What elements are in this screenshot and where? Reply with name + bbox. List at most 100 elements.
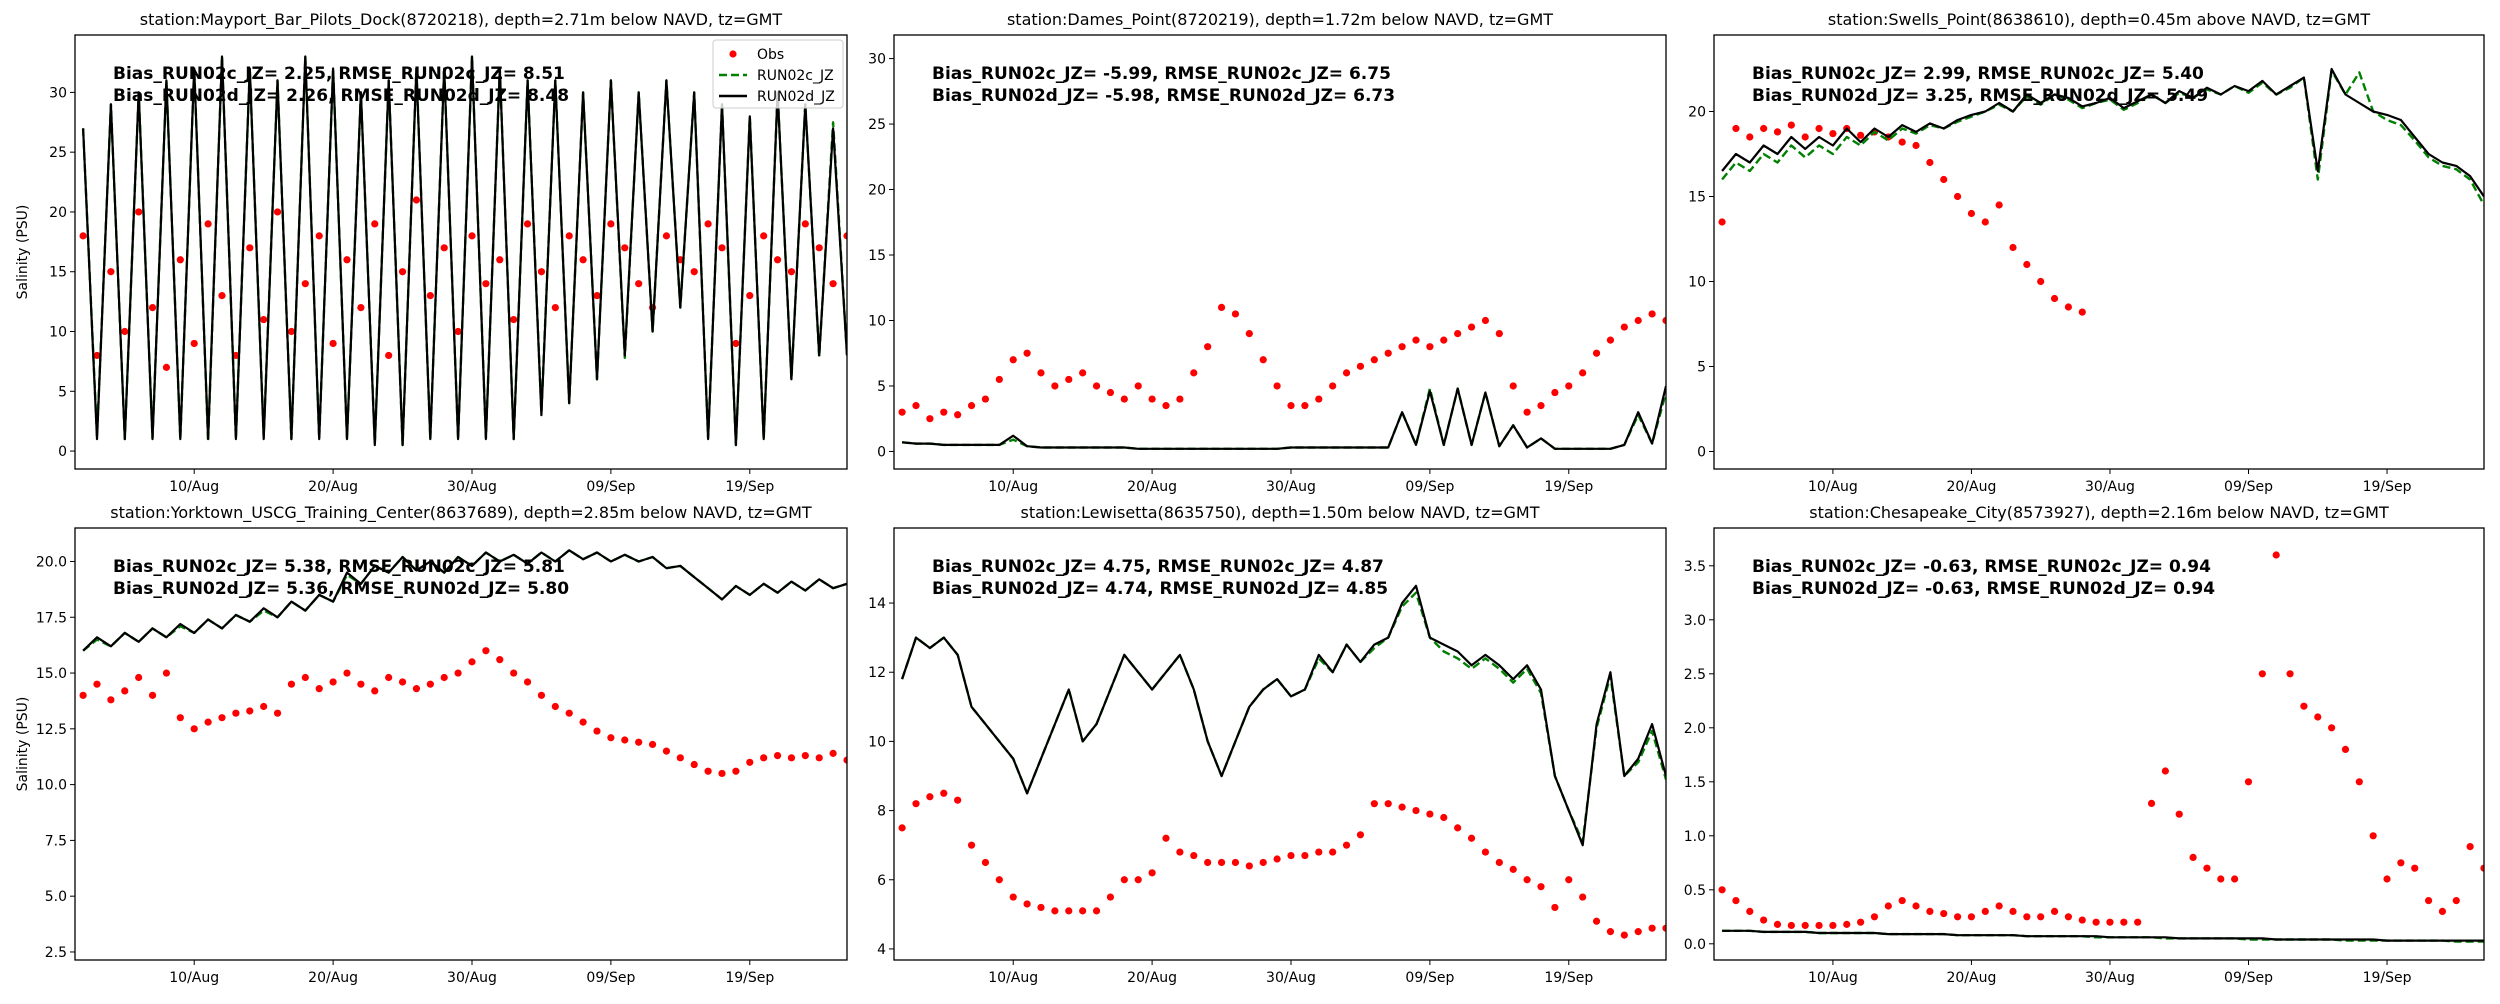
y-tick-label: 4 <box>877 942 886 958</box>
obs-point <box>1384 800 1392 808</box>
run02d-line <box>901 385 1666 450</box>
obs-point <box>1953 192 1962 201</box>
obs-point <box>1926 907 1934 916</box>
obs-point <box>246 707 254 715</box>
run02d-line <box>82 55 847 447</box>
obs-point <box>135 673 143 682</box>
obs-point <box>1981 218 1989 226</box>
obs-point <box>2466 843 2474 851</box>
y-tick-label: 0 <box>58 444 67 460</box>
obs-point <box>1746 907 1754 916</box>
obs-point <box>2023 913 2031 921</box>
stats-annotation: Bias_RUN02d_JZ= 5.36, RMSE_RUN02d_JZ= 5.… <box>113 579 569 599</box>
stats-annotation: Bias_RUN02c_JZ= -5.99, RMSE_RUN02c_JZ= 6… <box>932 64 1391 84</box>
obs-point <box>1815 921 1823 930</box>
y-tick-label: 1.5 <box>1684 775 1706 791</box>
obs-point <box>1523 876 1531 884</box>
legend-label-run02d: RUN02d_JZ <box>757 89 835 105</box>
y-tick-label: 15.0 <box>36 666 67 682</box>
obs-point <box>385 351 393 360</box>
y-tick-label: 3.0 <box>1684 613 1706 629</box>
obs-point <box>1843 920 1851 928</box>
obs-point <box>218 714 226 722</box>
obs-point <box>1648 310 1656 318</box>
obs-point <box>1551 903 1559 912</box>
y-tick-label: 10 <box>1688 274 1706 290</box>
obs-point <box>398 268 407 276</box>
obs-point <box>1162 402 1170 410</box>
obs-point <box>357 680 365 688</box>
obs-point <box>1176 395 1184 403</box>
obs-point <box>135 208 143 216</box>
obs-point <box>898 824 906 832</box>
obs-point <box>1787 921 1795 930</box>
obs-point <box>579 718 587 726</box>
y-tick-label: 30 <box>49 85 67 101</box>
obs-point <box>2452 897 2460 905</box>
y-tick-label: 20 <box>868 183 886 199</box>
y-tick-label: 20.0 <box>36 554 67 570</box>
plot-area <box>898 584 1666 939</box>
obs-point <box>412 685 421 693</box>
obs-point <box>787 754 796 762</box>
obs-point <box>1718 218 1726 226</box>
run02d-line <box>1722 929 2484 942</box>
obs-point <box>954 411 962 419</box>
obs-point <box>815 244 823 252</box>
obs-point <box>940 408 948 416</box>
obs-point <box>1440 813 1448 822</box>
plot-area <box>79 549 847 778</box>
obs-point <box>565 232 573 240</box>
subplot-1: station:Mayport_Bar_Pilots_Dock(8720218)… <box>15 10 848 495</box>
obs-point <box>1732 897 1740 905</box>
subplot-3: station:Swells_Point(8638610), depth=0.4… <box>1688 10 2485 495</box>
y-tick-label: 14 <box>868 596 886 612</box>
obs-point <box>385 673 393 682</box>
obs-point <box>273 208 282 216</box>
x-tick-label: 09/Sep <box>1405 479 1454 495</box>
y-tick-label: 1.0 <box>1684 829 1706 845</box>
plot-area <box>79 55 847 447</box>
obs-point <box>1634 316 1642 325</box>
obs-point <box>482 647 490 655</box>
obs-point <box>1148 869 1156 877</box>
obs-point <box>1551 388 1559 397</box>
subplot-title: station:Swells_Point(8638610), depth=0.4… <box>1828 10 2370 30</box>
x-tick-label: 30/Aug <box>447 970 497 986</box>
y-tick-label: 5 <box>1697 359 1706 375</box>
obs-point <box>1065 375 1073 384</box>
obs-point <box>1967 913 1976 921</box>
y-tick-label: 25 <box>868 117 886 133</box>
obs-point <box>1051 382 1059 390</box>
obs-point <box>760 232 768 240</box>
axes-frame <box>1713 527 2485 961</box>
obs-point <box>2480 864 2484 872</box>
obs-point <box>1746 133 1754 141</box>
obs-point <box>1162 834 1170 842</box>
x-tick-label: 30/Aug <box>1266 479 1316 495</box>
run02c-line <box>901 387 1666 450</box>
obs-point <box>426 292 434 300</box>
obs-point <box>1204 858 1212 867</box>
subplot-5: station:Lewisetta(8635750), depth=1.50m … <box>868 503 1667 986</box>
obs-point <box>301 673 309 682</box>
x-tick-label: 10/Aug <box>988 970 1038 986</box>
obs-point <box>954 796 962 804</box>
obs-point <box>2189 853 2197 862</box>
obs-point <box>2120 918 2128 926</box>
obs-point <box>1120 395 1128 403</box>
obs-point <box>148 303 157 312</box>
obs-point <box>1259 858 1267 867</box>
obs-point <box>2134 918 2142 926</box>
run02d-line <box>1721 67 2484 198</box>
obs-point <box>635 738 643 746</box>
y-axis-label: Salinity (PSU) <box>15 205 31 300</box>
y-tick-label: 30 <box>868 52 886 68</box>
obs-point <box>2078 916 2086 924</box>
obs-point <box>1620 931 1628 939</box>
obs-point <box>1134 382 1142 390</box>
obs-point <box>732 767 740 775</box>
obs-point <box>1106 388 1115 397</box>
plot-area <box>1718 551 2484 943</box>
